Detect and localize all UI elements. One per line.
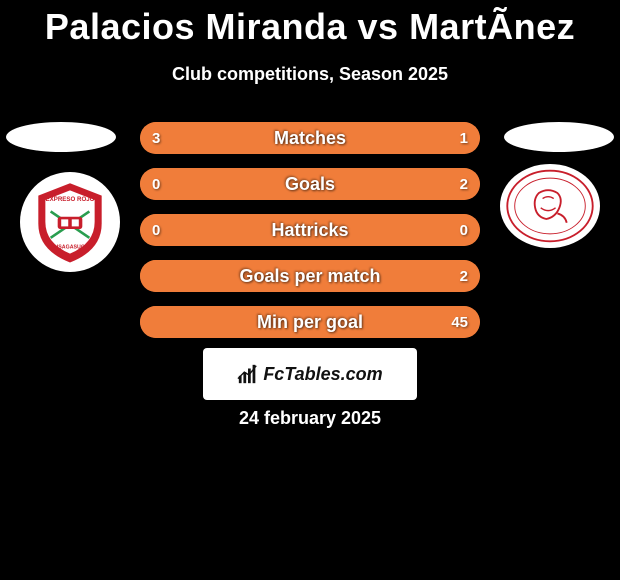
stat-row: 0 0 Hattricks: [140, 214, 480, 246]
stat-value-right: 45: [451, 314, 468, 331]
page-title: Palacios Miranda vs MartÃ­nez: [0, 0, 620, 48]
stat-value-right: 2: [460, 176, 468, 193]
svg-text:EXPRESO ROJO: EXPRESO ROJO: [46, 196, 95, 203]
club-badge-right: [500, 164, 600, 248]
stat-value-left: 3: [152, 130, 160, 147]
stat-label: Goals: [285, 174, 335, 195]
stat-value-left: 0: [152, 176, 160, 193]
rionegro-icon: [503, 167, 597, 245]
stats-list: 3 1 Matches 0 2 Goals 0 0 Hattricks 2 Goals per ma…: [140, 122, 480, 352]
club-badge-left: EXPRESO ROJO FUSAGASUGA: [20, 172, 120, 272]
stat-row: 45 Min per goal: [140, 306, 480, 338]
stat-value-right: 2: [460, 268, 468, 285]
player-right-ellipse: [504, 122, 614, 152]
stat-label: Min per goal: [257, 312, 363, 333]
brand-label: FcTables.com: [237, 363, 382, 385]
expreso-rojo-icon: EXPRESO ROJO FUSAGASUGA: [26, 178, 114, 266]
stat-value-right: 0: [460, 222, 468, 239]
svg-text:FUSAGASUGA: FUSAGASUGA: [51, 244, 89, 250]
brand-text: FcTables.com: [263, 364, 382, 385]
stat-left-fill: [140, 122, 395, 154]
player-left-ellipse: [6, 122, 116, 152]
stat-row: 0 2 Goals: [140, 168, 480, 200]
comparison-card: Palacios Miranda vs MartÃ­nez Club compe…: [0, 0, 620, 580]
brand-box: FcTables.com: [203, 348, 417, 400]
stat-row: 3 1 Matches: [140, 122, 480, 154]
subtitle: Club competitions, Season 2025: [0, 64, 620, 85]
stat-row: 2 Goals per match: [140, 260, 480, 292]
stat-label: Matches: [274, 128, 346, 149]
date-label: 24 february 2025: [0, 408, 620, 429]
chart-icon: [237, 363, 259, 385]
stat-value-left: 0: [152, 222, 160, 239]
stat-value-right: 1: [460, 130, 468, 147]
stat-label: Hattricks: [271, 220, 348, 241]
stat-label: Goals per match: [239, 266, 380, 287]
